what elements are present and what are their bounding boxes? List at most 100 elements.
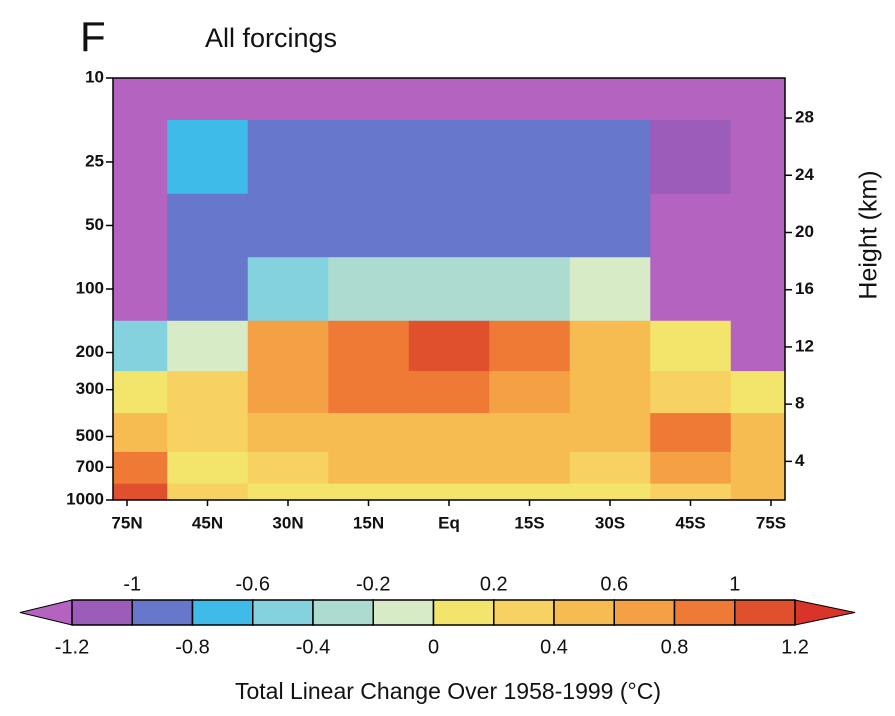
colorbar-label: Total Linear Change Over 1958-1999 (°C) bbox=[235, 678, 661, 704]
contour-cell bbox=[167, 257, 249, 322]
contour-cell bbox=[247, 193, 329, 258]
x-tick-label: 75N bbox=[111, 513, 142, 532]
colorbar-tick-label: -0.6 bbox=[236, 573, 270, 595]
contour-cell bbox=[730, 119, 786, 195]
y-tick-label: 10 bbox=[85, 67, 104, 86]
x-tick-label: 15N bbox=[353, 513, 384, 532]
contour-cell bbox=[328, 193, 410, 258]
contour-cell bbox=[167, 371, 249, 414]
colorbar-tick-label: 0.4 bbox=[540, 636, 568, 658]
y-tick-label: 200 bbox=[76, 342, 104, 361]
contour-cell bbox=[247, 413, 329, 453]
contour-cell bbox=[489, 451, 571, 485]
colorbar-segment bbox=[131, 599, 194, 626]
contour-cell bbox=[569, 451, 651, 485]
contour-cell bbox=[489, 119, 571, 195]
contour-cell bbox=[113, 193, 168, 258]
contour-cell bbox=[328, 413, 410, 453]
contour-cell bbox=[247, 371, 329, 414]
contour-cell bbox=[650, 413, 732, 453]
contour-cell bbox=[113, 257, 168, 322]
contour-cell bbox=[328, 119, 410, 195]
colorbar-tick-label: 1 bbox=[729, 573, 740, 595]
contour-cell bbox=[489, 413, 571, 453]
contour-cell bbox=[328, 257, 410, 322]
contour-cell bbox=[167, 451, 249, 485]
contour-cell bbox=[730, 78, 786, 121]
contour-cell bbox=[408, 413, 490, 453]
colorbar-tick-label: -0.8 bbox=[175, 636, 209, 658]
contour-cell bbox=[569, 193, 651, 258]
contour-cell bbox=[730, 320, 786, 372]
contour-cell bbox=[489, 371, 571, 414]
x-tick-label: 75S bbox=[756, 513, 786, 532]
contour-cell bbox=[167, 320, 249, 372]
contour-cell bbox=[408, 193, 490, 258]
contour-cell bbox=[730, 257, 786, 322]
contour-cell bbox=[328, 451, 410, 485]
contour-cell bbox=[730, 413, 786, 453]
colorbar-tick-label: -0.4 bbox=[296, 636, 330, 658]
y-tick-label: 100 bbox=[76, 278, 104, 297]
contour-cell bbox=[569, 371, 651, 414]
colorbar-segment bbox=[673, 599, 736, 626]
colorbar-segment bbox=[432, 599, 495, 626]
y2-tick-label: 24 bbox=[795, 165, 814, 184]
y2-tick-label: 16 bbox=[795, 279, 814, 298]
contour-cell bbox=[489, 78, 571, 121]
contour-cell bbox=[113, 483, 168, 501]
contour-cell bbox=[730, 483, 786, 501]
contour-cell bbox=[408, 483, 490, 501]
contour-cell bbox=[650, 193, 732, 258]
contour-cell bbox=[569, 320, 651, 372]
y2-tick-label: 28 bbox=[795, 108, 814, 127]
contour-cell bbox=[569, 483, 651, 501]
y2-tick-label: 8 bbox=[795, 394, 804, 413]
colorbar-tick-label: -0.2 bbox=[356, 573, 390, 595]
contour-cell bbox=[569, 78, 651, 121]
contour-cell bbox=[113, 320, 168, 372]
contour-cell bbox=[408, 371, 490, 414]
contour-cell bbox=[650, 119, 732, 195]
contour-cell bbox=[167, 413, 249, 453]
contour-cell bbox=[650, 320, 732, 372]
y-tick-label: 700 bbox=[76, 457, 104, 476]
colorbar-tick-label: 0.6 bbox=[600, 573, 628, 595]
colorbar-segment bbox=[191, 599, 254, 626]
contour-cell bbox=[650, 483, 732, 501]
x-tick-label: Eq bbox=[438, 513, 460, 532]
contour-cell bbox=[569, 257, 651, 322]
y-tick-label: 300 bbox=[76, 379, 104, 398]
colorbar-extension-low bbox=[19, 599, 73, 626]
colorbar-tick-label: -1.2 bbox=[55, 636, 89, 658]
contour-cell bbox=[489, 483, 571, 501]
contour-cell bbox=[650, 371, 732, 414]
x-tick-label: 45N bbox=[192, 513, 223, 532]
contour-cell bbox=[247, 78, 329, 121]
contour-cell bbox=[489, 320, 571, 372]
y2-tick-label: 4 bbox=[795, 451, 805, 470]
contour-cell bbox=[408, 320, 490, 372]
y-tick-label: 1000 bbox=[66, 489, 104, 508]
colorbar-tick-label: 0.2 bbox=[480, 573, 508, 595]
y2-axis-title: Height (km) bbox=[855, 170, 883, 299]
y-tick-label: 500 bbox=[76, 426, 104, 445]
contour-cell bbox=[730, 451, 786, 485]
contour-cell bbox=[569, 413, 651, 453]
colorbar-segment bbox=[312, 599, 374, 626]
contour-cell bbox=[167, 78, 249, 121]
contour-cell bbox=[328, 483, 410, 501]
colorbar-extension-high bbox=[794, 599, 856, 626]
contour-cell bbox=[650, 78, 732, 121]
contour-cell bbox=[328, 320, 410, 372]
contour-cell bbox=[247, 320, 329, 372]
contour-cell bbox=[113, 119, 168, 195]
contour-cell bbox=[167, 119, 249, 195]
contour-cell bbox=[113, 451, 168, 485]
colorbar-tick-label: 0 bbox=[428, 636, 439, 658]
contour-cell bbox=[408, 257, 490, 322]
contour-cell bbox=[650, 451, 732, 485]
contour-cell bbox=[408, 119, 490, 195]
colorbar-segment bbox=[734, 599, 796, 626]
